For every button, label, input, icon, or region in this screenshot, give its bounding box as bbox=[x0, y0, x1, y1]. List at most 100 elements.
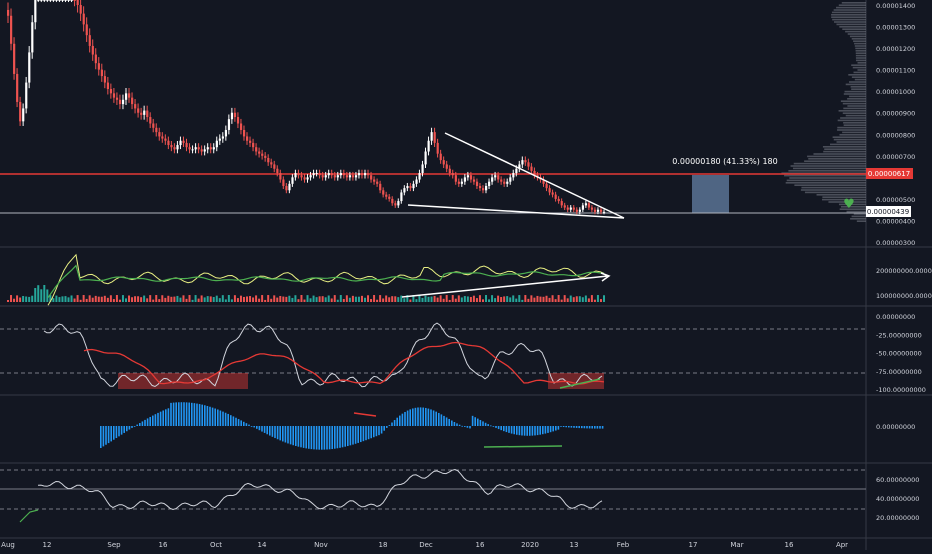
candle-body bbox=[481, 188, 485, 191]
x-axis-label: Oct bbox=[210, 541, 222, 549]
histogram-bar bbox=[399, 415, 401, 426]
candle-body bbox=[188, 147, 191, 150]
candle-body bbox=[67, 0, 70, 1]
volume-bar bbox=[354, 296, 357, 302]
candle-body bbox=[478, 185, 482, 189]
volume-profile-bar bbox=[831, 11, 866, 14]
volume-bar bbox=[351, 295, 354, 302]
volume-bar bbox=[297, 299, 300, 302]
volume-bar bbox=[336, 299, 339, 302]
volume-bar bbox=[548, 297, 551, 302]
histogram-bar bbox=[300, 426, 302, 448]
histogram-bar bbox=[284, 426, 287, 443]
candle-body bbox=[134, 104, 137, 109]
candle-body bbox=[506, 181, 509, 184]
volume-profile-bar bbox=[842, 28, 866, 30]
volume-bar bbox=[137, 296, 140, 302]
x-axis-label: 12 bbox=[43, 541, 52, 549]
candle-body bbox=[19, 101, 22, 122]
volume-bar bbox=[182, 295, 185, 302]
volume-bar bbox=[103, 295, 106, 302]
candle-body bbox=[91, 45, 94, 55]
volume-signal-yellow bbox=[47, 253, 605, 306]
histogram-bar bbox=[427, 408, 430, 426]
candle-body bbox=[276, 168, 279, 174]
histogram-bar bbox=[183, 402, 185, 426]
volume-bar bbox=[451, 295, 454, 302]
volume-bar bbox=[91, 297, 94, 302]
volume-bar bbox=[357, 296, 360, 302]
candle-body bbox=[370, 175, 373, 180]
histogram-bar bbox=[534, 426, 536, 436]
candle-body bbox=[58, 0, 61, 1]
histogram-bar bbox=[393, 420, 396, 426]
histogram-bar bbox=[380, 426, 383, 434]
histogram-bar bbox=[435, 411, 437, 426]
histogram-bar bbox=[308, 426, 310, 449]
x-axis[interactable]: Aug 12 Sep 16 Oct 14 Nov 18 Dec 16 2020 13 Feb 17 Mar 1… bbox=[1, 541, 848, 549]
volume-bar bbox=[382, 298, 385, 302]
candle-body bbox=[128, 93, 131, 98]
candle-body bbox=[215, 140, 218, 148]
volume-bar bbox=[212, 297, 215, 302]
volume-profile-bar bbox=[856, 220, 866, 222]
histogram-bar bbox=[297, 426, 300, 447]
histogram-bar bbox=[339, 426, 341, 448]
volume-bar bbox=[79, 299, 82, 302]
histogram-bar bbox=[599, 426, 601, 429]
histogram-bar bbox=[510, 426, 513, 434]
candle-body bbox=[158, 132, 161, 137]
volume-bar bbox=[512, 295, 515, 302]
volume-bar bbox=[463, 296, 466, 302]
histogram-bar bbox=[318, 426, 320, 450]
volume-profile-bar bbox=[851, 38, 866, 40]
candle-body bbox=[121, 99, 125, 105]
histogram-bar bbox=[256, 426, 258, 429]
histogram-bar bbox=[102, 426, 105, 447]
candle-body bbox=[70, 0, 73, 1]
volume-profile-bar bbox=[847, 105, 866, 107]
candle-body bbox=[363, 173, 367, 176]
volume-bar bbox=[121, 295, 124, 302]
volume-profile-bar bbox=[853, 40, 866, 42]
candle-body bbox=[542, 179, 545, 184]
volume-bar bbox=[19, 297, 22, 302]
heart-icon[interactable]: ♥ bbox=[843, 197, 855, 212]
histogram-bar bbox=[383, 426, 385, 431]
histogram-bar bbox=[482, 421, 484, 426]
histogram-bar bbox=[419, 407, 422, 426]
volume-bar bbox=[152, 299, 155, 302]
histogram-bar bbox=[115, 426, 118, 439]
histogram-bar bbox=[185, 402, 188, 426]
histogram-bar bbox=[261, 426, 263, 432]
y-axis-label: 40.00000000 bbox=[876, 495, 919, 503]
candle-body bbox=[173, 147, 176, 150]
histogram-bar bbox=[334, 426, 336, 449]
histogram-bar bbox=[492, 426, 495, 427]
volume-bar bbox=[348, 297, 351, 302]
triangle-upper-line[interactable] bbox=[444, 132, 625, 219]
histogram-bar bbox=[536, 426, 539, 436]
candle-body bbox=[64, 0, 67, 1]
volume-bar bbox=[397, 297, 400, 302]
volume-bar bbox=[7, 300, 9, 302]
histogram-bar bbox=[105, 426, 107, 445]
histogram-bar bbox=[375, 426, 378, 437]
volume-bar bbox=[539, 296, 542, 302]
y-axis[interactable]: 0.00001400 0.00001300 0.00001200 0.00001100… bbox=[876, 2, 932, 522]
candle-body bbox=[418, 173, 421, 180]
candle-body bbox=[170, 145, 173, 148]
histogram-bar bbox=[414, 407, 417, 426]
histogram-bar bbox=[583, 426, 586, 429]
triangle-lower-line[interactable] bbox=[407, 204, 625, 219]
candle-body bbox=[472, 179, 476, 182]
histogram-bar bbox=[406, 410, 409, 426]
candle-body bbox=[327, 173, 330, 176]
candle-body bbox=[342, 173, 346, 176]
volume-profile-bar bbox=[831, 16, 866, 18]
measure-box[interactable] bbox=[692, 175, 729, 213]
volume-bar bbox=[70, 295, 73, 302]
volume-trend-arrow[interactable] bbox=[401, 275, 609, 298]
